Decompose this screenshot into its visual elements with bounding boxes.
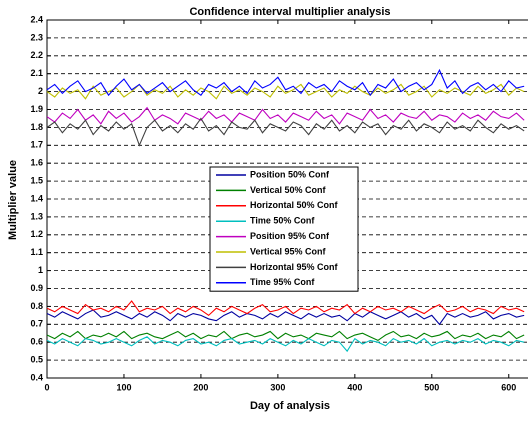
y-tick-label: 2 — [38, 86, 43, 96]
legend-label: Vertical 50% Conf — [250, 185, 327, 195]
y-tick-label: 2.3 — [30, 32, 43, 42]
x-tick-label: 200 — [193, 382, 208, 392]
series-line — [46, 300, 525, 317]
series-line — [46, 106, 525, 125]
legend-label: Vertical 95% Conf — [250, 246, 327, 256]
series-line — [46, 83, 525, 100]
y-tick-label: 0.7 — [30, 319, 43, 329]
y-tick-label: 1.6 — [30, 158, 43, 168]
y-tick-label: 2.2 — [30, 50, 43, 60]
x-tick-label: 0 — [44, 382, 49, 392]
series-line — [46, 309, 525, 326]
y-tick-label: 1.5 — [30, 175, 43, 185]
y-tick-label: 0.4 — [30, 372, 43, 382]
legend-label: Time 95% Conf — [250, 277, 315, 287]
x-tick-label: 600 — [501, 382, 516, 392]
series-line — [46, 68, 525, 97]
legend-label: Position 50% Conf — [250, 169, 330, 179]
series-line — [46, 117, 525, 147]
x-tick-label: 300 — [270, 382, 285, 392]
x-tick-label: 400 — [347, 382, 362, 392]
y-tick-label: 1 — [38, 265, 43, 275]
y-tick-label: 1.7 — [30, 140, 43, 150]
y-tick-label: 2.1 — [30, 68, 43, 78]
y-tick-label: 1.2 — [30, 229, 43, 239]
y-tick-label: 0.8 — [30, 301, 43, 311]
y-tick-label: 2.4 — [30, 14, 43, 24]
legend-label: Horizontal 50% Conf — [250, 200, 339, 210]
legend-label: Horizontal 95% Conf — [250, 262, 339, 272]
series-line — [46, 330, 525, 342]
x-axis-label: Day of analysis — [250, 400, 330, 412]
legend-label: Time 50% Conf — [250, 216, 315, 226]
y-tick-label: 1.4 — [30, 193, 43, 203]
y-tick-label: 1.8 — [30, 122, 43, 132]
series-line — [46, 336, 525, 353]
y-tick-label: 1.9 — [30, 104, 43, 114]
y-tick-label: 1.3 — [30, 211, 43, 221]
y-tick-label: 0.5 — [30, 354, 43, 364]
y-tick-label: 1.1 — [30, 247, 43, 257]
legend-label: Position 95% Conf — [250, 231, 330, 241]
chart-title: Confidence interval multiplier analysis — [189, 6, 390, 18]
x-tick-label: 500 — [424, 382, 439, 392]
y-tick-label: 0.6 — [30, 337, 43, 347]
y-axis-label: Multiplier value — [7, 160, 19, 240]
legend-box — [209, 166, 359, 292]
x-tick-label: 100 — [116, 382, 131, 392]
y-tick-label: 0.9 — [30, 283, 43, 293]
